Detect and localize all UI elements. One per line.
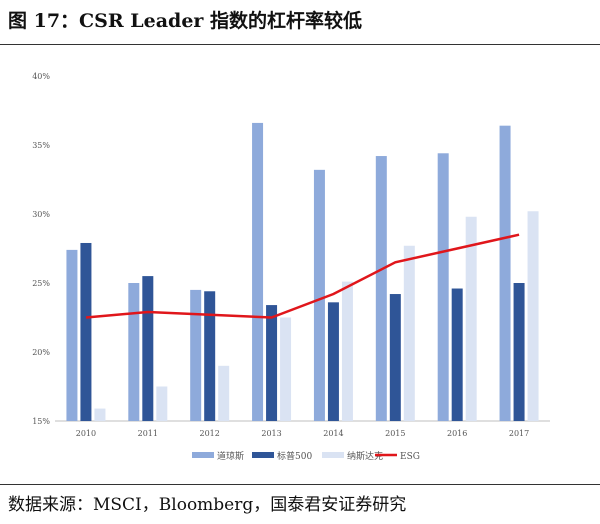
bar-纳斯达克-2011	[156, 386, 168, 421]
legend-label: 标普500	[277, 450, 312, 462]
bar-纳斯达克-2015	[403, 245, 415, 421]
bar-纳斯达克-2016	[465, 216, 477, 421]
bar-道琼斯-2013	[252, 122, 264, 422]
legend-swatch	[252, 452, 274, 458]
bar-道琼斯-2011	[128, 283, 140, 421]
x-tick-label: 2017	[509, 429, 529, 438]
bar-标普500-2012	[204, 291, 216, 421]
line-ESG	[85, 233, 520, 319]
bar-纳斯达克-2013	[280, 317, 292, 421]
bar-纳斯达克-2010	[94, 408, 106, 421]
y-tick-label: 35%	[32, 141, 50, 150]
y-tick-label: 15%	[32, 417, 50, 426]
legend-swatch	[192, 452, 214, 458]
y-tick-label: 20%	[32, 348, 50, 357]
bar-标普500-2014	[327, 302, 339, 421]
y-tick-label: 40%	[32, 72, 50, 81]
y-tick-label: 25%	[32, 279, 50, 288]
bar-标普500-2016	[451, 288, 463, 421]
divider	[0, 44, 600, 45]
chart: 15% 20% 25% 30% 35% 40% 2010 2011 2012 2013 2014 20…	[32, 72, 550, 462]
x-tick-label: 2016	[447, 429, 467, 438]
x-tick-label: 2013	[261, 429, 281, 438]
bar-标普500-2010	[80, 242, 92, 421]
legend-swatch	[322, 452, 344, 458]
x-tick-label: 2012	[200, 429, 220, 438]
bar-标普500-2017	[513, 283, 525, 421]
bar-道琼斯-2014	[313, 169, 325, 421]
bar-标普500-2013	[266, 305, 278, 421]
x-tick-label: 2011	[138, 429, 158, 438]
x-tick-label: 2010	[76, 429, 96, 438]
source-note: 数据来源：MSCI，Bloomberg，国泰君安证券研究	[8, 495, 407, 515]
bar-纳斯达克-2017	[527, 211, 539, 421]
x-tick-label: 2014	[323, 429, 343, 438]
bar-道琼斯-2015	[375, 156, 387, 422]
bar-道琼斯-2012	[190, 289, 202, 421]
bar-标普500-2015	[389, 294, 401, 421]
bar-道琼斯-2010	[66, 249, 78, 421]
legend-label: 纳斯达克	[347, 450, 383, 462]
x-tick-label: 2015	[385, 429, 405, 438]
bar-标普500-2011	[142, 276, 154, 421]
bar-纳斯达克-2014	[341, 281, 353, 421]
bar-道琼斯-2017	[499, 125, 511, 422]
y-tick-label: 30%	[32, 210, 50, 219]
figure-title: 图 17：CSR Leader 指数的杠杆率较低	[8, 10, 363, 32]
bar-纳斯达克-2012	[218, 365, 230, 421]
divider	[0, 484, 600, 485]
legend-label: ESG	[400, 452, 420, 462]
bar-道琼斯-2016	[437, 153, 449, 421]
legend-label: 道琼斯	[217, 450, 244, 462]
